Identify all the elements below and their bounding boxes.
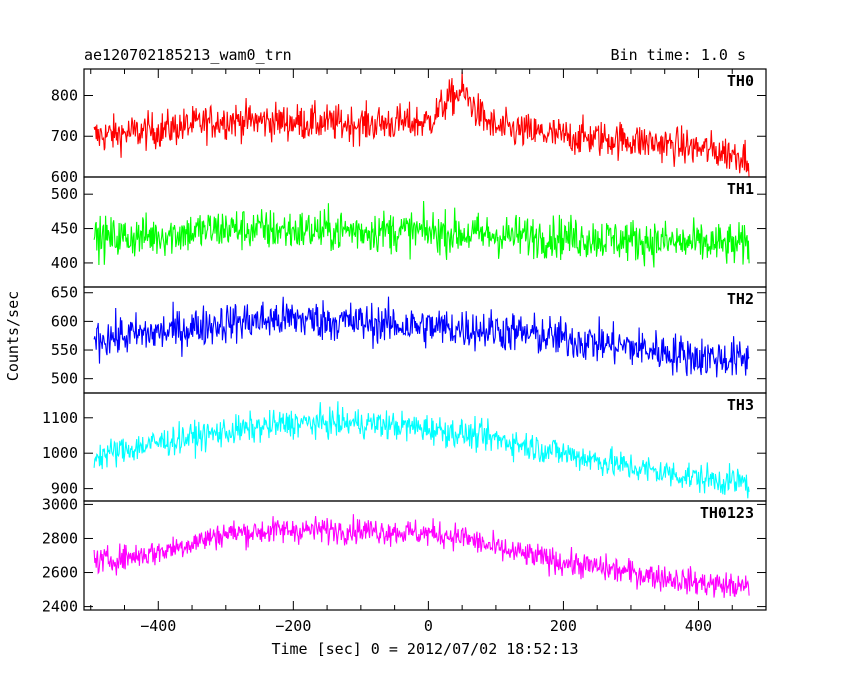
panel-label: TH1 <box>727 180 754 198</box>
panel-label: TH3 <box>727 396 754 414</box>
y-tick-label: 450 <box>51 220 78 238</box>
series-line-th0 <box>93 71 750 177</box>
y-tick-label: 650 <box>51 284 78 302</box>
y-tick-label: 500 <box>51 185 78 203</box>
y-tick-label: 2600 <box>42 564 78 582</box>
panel-frame <box>83 392 767 502</box>
panel-label: TH2 <box>727 290 754 308</box>
y-tick-label: 1000 <box>42 444 78 462</box>
panel-label: TH0 <box>727 72 754 90</box>
y-tick-label: 700 <box>51 127 78 145</box>
y-tick-label: 500 <box>51 370 78 388</box>
y-tick-label: 400 <box>51 254 78 272</box>
series-line-th0123 <box>93 514 750 598</box>
y-tick-label: 1100 <box>42 409 78 427</box>
panel-th0: 600 700 800 TH0 <box>51 68 767 186</box>
panels-group: 600 700 800 TH0 400 450 500 TH1 500 550 600 650 TH2 9… <box>42 68 767 616</box>
panel-label: TH0123 <box>700 504 754 522</box>
x-tick-label: −200 <box>275 617 311 635</box>
panel-frame <box>83 500 767 611</box>
y-tick-label: 2400 <box>42 598 78 616</box>
panel-th3: 900 1000 1100 TH3 <box>42 392 767 502</box>
y-tick-label: 800 <box>51 86 78 104</box>
panel-th1: 400 450 500 TH1 <box>51 176 767 288</box>
panel-th0123: 2400 2600 2800 3000 TH0123 <box>42 495 767 616</box>
y-tick-label: 600 <box>51 312 78 330</box>
x-tick-label: −400 <box>140 617 176 635</box>
y-tick-label: 2800 <box>42 529 78 547</box>
series-line-th2 <box>93 296 750 378</box>
y-tick-label: 600 <box>51 168 78 186</box>
y-tick-label: 3000 <box>42 495 78 513</box>
x-tick-label: 400 <box>685 617 712 635</box>
y-tick-label: 550 <box>51 341 78 359</box>
x-tick-label: 200 <box>550 617 577 635</box>
x-tick-label: 0 <box>424 617 433 635</box>
x-axis-title: Time [sec] 0 = 2012/07/02 18:52:13 <box>271 640 578 658</box>
y-axis-title: Counts/sec <box>4 291 22 381</box>
chart-title: ae120702185213_wam0_trn <box>84 46 292 64</box>
bin-time-label: Bin time: 1.0 s <box>611 46 746 64</box>
series-line-th3 <box>93 401 750 499</box>
y-tick-label: 900 <box>51 480 78 498</box>
x-axis: −400 −200 0 200 400 <box>90 69 767 635</box>
panel-th2: 500 550 600 650 TH2 <box>51 284 767 394</box>
series-line-th1 <box>93 200 750 268</box>
